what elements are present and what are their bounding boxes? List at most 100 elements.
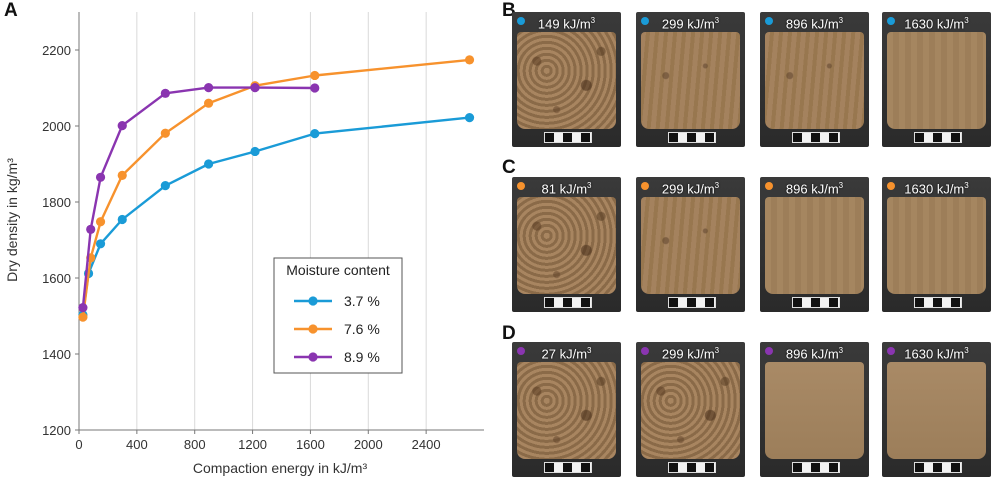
energy-value: 81 [541, 181, 560, 197]
energy-label: 1630 kJ/m3 [882, 181, 991, 196]
energy-unit: kJ/m [936, 16, 965, 32]
x-tick-label: 1200 [238, 437, 267, 452]
moisture-color-dot [887, 347, 895, 355]
scale-bar [668, 297, 716, 308]
y-tick-label: 1800 [42, 195, 71, 210]
scale-bar [792, 462, 840, 473]
legend-title: Moisture content [286, 262, 390, 278]
energy-label: 81 kJ/m3 [512, 181, 621, 196]
moisture-color-dot [765, 347, 773, 355]
energy-unit-exponent: 3 [587, 346, 592, 355]
panel-label-d: D [502, 323, 516, 344]
energy-value: 27 [541, 346, 560, 362]
sample-photo: 896 kJ/m3 [760, 12, 869, 147]
soil-sample [887, 197, 986, 294]
energy-unit-exponent: 3 [714, 181, 720, 190]
scale-bar [544, 132, 592, 143]
energy-label: 299 kJ/m3 [636, 16, 745, 31]
moisture-color-dot [641, 347, 649, 355]
x-tick-label: 400 [126, 437, 148, 452]
data-point [464, 113, 475, 123]
soil-sample [641, 32, 740, 129]
data-point [310, 70, 320, 81]
energy-unit: kJ/m [559, 346, 588, 362]
energy-label: 27 kJ/m3 [512, 346, 621, 361]
soil-sample [517, 362, 616, 459]
data-point [78, 303, 88, 313]
energy-unit-exponent: 3 [838, 181, 844, 190]
data-point [250, 83, 260, 93]
legend-entry-label: 8.9 % [344, 349, 380, 365]
legend-swatch-dot [308, 352, 318, 362]
energy-unit: kJ/m [563, 16, 591, 32]
energy-label: 896 kJ/m3 [760, 181, 869, 196]
data-point [95, 217, 106, 227]
data-point [160, 128, 170, 138]
energy-label: 896 kJ/m3 [760, 16, 869, 31]
sample-photo-grid: 149 kJ/m3 299 kJ/m3 896 kJ/m3 1630 kJ/m3 81 … [512, 12, 992, 478]
sample-photo: 299 kJ/m3 [636, 12, 745, 147]
energy-unit-exponent: 3 [964, 16, 969, 25]
energy-label: 299 kJ/m3 [636, 181, 745, 196]
x-tick-label: 1600 [296, 437, 325, 452]
energy-unit: kJ/m [811, 16, 839, 32]
chart-series [78, 55, 475, 322]
data-point [95, 239, 106, 249]
moisture-color-dot [641, 17, 649, 25]
sample-photo: 27 kJ/m3 [512, 342, 621, 477]
energy-value: 896 [785, 16, 812, 32]
energy-unit-exponent: 3 [714, 16, 720, 25]
energy-unit-exponent: 3 [964, 346, 969, 355]
data-point [464, 55, 475, 65]
soil-sample [517, 32, 616, 129]
legend-box [273, 257, 403, 374]
y-tick-label: 2200 [42, 43, 71, 58]
scale-bar [668, 132, 716, 143]
legend-entry-label: 7.6 % [344, 321, 380, 337]
energy-value: 149 [537, 16, 564, 32]
data-point [204, 98, 214, 108]
soil-sample [641, 197, 740, 294]
energy-label: 1630 kJ/m3 [882, 346, 991, 361]
energy-value: 896 [785, 346, 812, 362]
chart-axes [78, 12, 484, 431]
data-point [310, 129, 320, 139]
sample-photo: 81 kJ/m3 [512, 177, 621, 312]
soil-sample [887, 362, 986, 459]
x-tick-label: 2400 [412, 437, 441, 452]
scale-bar [544, 297, 592, 308]
energy-value: 299 [661, 181, 688, 197]
y-tick-label: 1200 [42, 423, 71, 438]
energy-value: 299 [661, 16, 688, 32]
data-point [117, 121, 127, 131]
energy-unit-exponent: 3 [587, 181, 592, 190]
soil-sample [641, 362, 740, 459]
energy-unit-exponent: 3 [964, 181, 969, 190]
panel-label-c: C [502, 157, 516, 178]
moisture-color-dot [887, 182, 895, 190]
data-point [117, 214, 127, 225]
energy-label: 896 kJ/m3 [760, 346, 869, 361]
scale-bar [792, 297, 840, 308]
scale-bar [914, 297, 962, 308]
moisture-color-dot [887, 17, 895, 25]
data-point [95, 172, 106, 182]
moisture-color-dot [517, 17, 525, 25]
soil-sample [517, 197, 616, 294]
moisture-color-dot [517, 347, 525, 355]
chart-ticks: 0 400 800 1200 1600 2000 2400 1200 1400 1600 1800 2… [42, 43, 441, 452]
y-tick-label: 1600 [42, 271, 71, 286]
sample-photo: 299 kJ/m3 [636, 342, 745, 477]
energy-unit-exponent: 3 [714, 346, 720, 355]
scale-bar [792, 132, 840, 143]
moisture-color-dot [765, 182, 773, 190]
energy-value: 896 [785, 181, 812, 197]
energy-unit: kJ/m [687, 181, 715, 197]
energy-value: 299 [661, 346, 688, 362]
legend-entry-label: 3.7 % [344, 293, 380, 309]
data-point [86, 224, 96, 234]
energy-unit-exponent: 3 [590, 16, 596, 25]
energy-label: 299 kJ/m3 [636, 346, 745, 361]
energy-unit: kJ/m [936, 346, 965, 362]
sample-photo: 299 kJ/m3 [636, 177, 745, 312]
